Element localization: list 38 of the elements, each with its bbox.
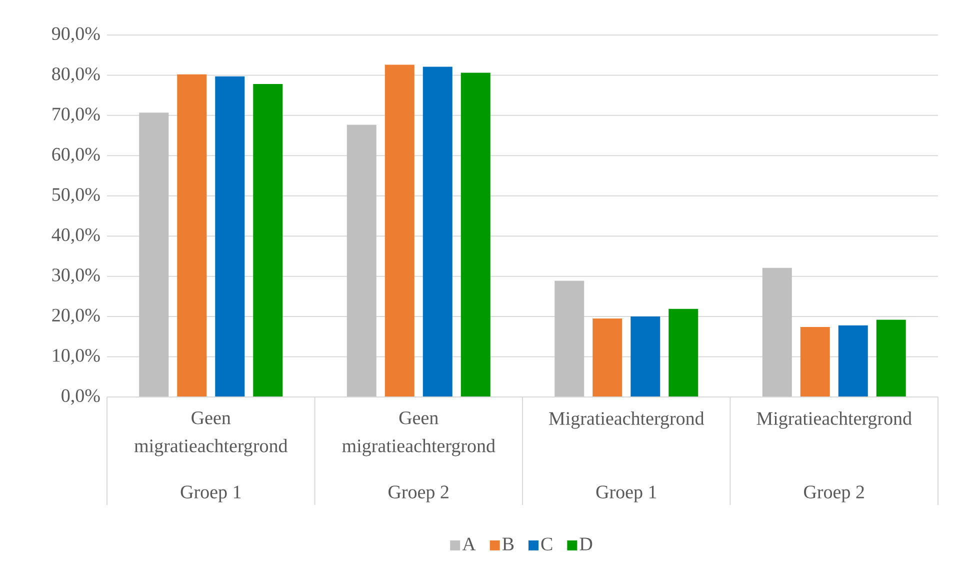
bar bbox=[592, 318, 622, 397]
bar bbox=[384, 64, 414, 397]
x-tick-label: Geen migratieachtergrond bbox=[342, 412, 496, 456]
text: Groep 2 bbox=[804, 486, 864, 502]
bar bbox=[253, 84, 283, 397]
bar bbox=[668, 308, 698, 397]
legend-label: C bbox=[541, 538, 552, 550]
legend-label: D bbox=[580, 538, 592, 550]
y-tick-label: 50,0% bbox=[52, 188, 100, 204]
bar bbox=[346, 124, 376, 397]
bar bbox=[630, 316, 660, 397]
y-tick-label: 70,0% bbox=[52, 108, 100, 124]
legend-label: A bbox=[462, 538, 476, 550]
y-tick-label: 30,0% bbox=[52, 268, 100, 284]
legend-label: B bbox=[502, 538, 514, 550]
bar bbox=[215, 76, 245, 397]
text: Groep 2 bbox=[388, 486, 448, 502]
bar bbox=[422, 66, 452, 397]
bar bbox=[139, 112, 169, 397]
bar bbox=[554, 280, 584, 397]
bar bbox=[177, 74, 207, 397]
y-tick-label: 90,0% bbox=[52, 27, 100, 43]
y-tick-label: 0,0% bbox=[62, 389, 100, 405]
y-tick-label: 80,0% bbox=[52, 67, 100, 83]
x-tick-label: Geen migratieachtergrond bbox=[134, 412, 288, 456]
text: Groep 1 bbox=[596, 486, 656, 502]
y-tick-label: 40,0% bbox=[52, 228, 100, 244]
y-tick-label: 10,0% bbox=[53, 349, 100, 365]
text: Groep 1 bbox=[180, 486, 241, 502]
x-tick-label: Migratieachtergrond bbox=[549, 412, 704, 429]
bar bbox=[800, 327, 830, 397]
y-tick-label: 60,0% bbox=[52, 148, 100, 164]
bar bbox=[876, 320, 906, 397]
bar bbox=[838, 325, 868, 397]
x-tick-label: Migratieachtergrond bbox=[756, 412, 912, 429]
y-tick-label: 20,0% bbox=[52, 308, 100, 324]
bar bbox=[762, 268, 792, 397]
bar bbox=[460, 72, 490, 397]
